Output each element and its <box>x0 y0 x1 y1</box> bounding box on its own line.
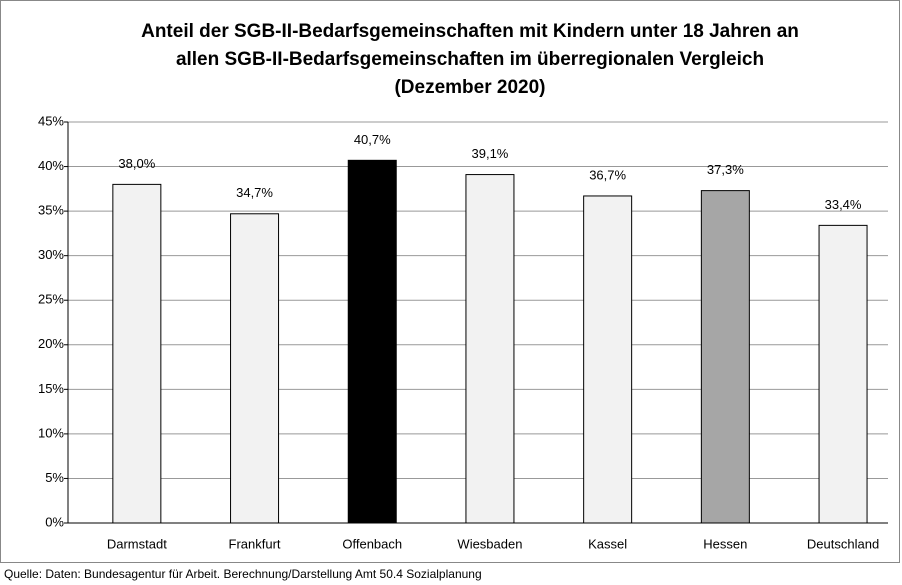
data-label: 36,7% <box>589 167 626 182</box>
chart-title: Anteil der SGB-II-Bedarfsgemeinschaften … <box>141 21 799 42</box>
bar <box>112 183 162 524</box>
data-label: 38,0% <box>118 156 155 171</box>
bar <box>347 159 397 524</box>
chart-title: (Dezember 2020) <box>394 77 545 98</box>
bar <box>700 190 750 524</box>
x-tick-label: Offenbach <box>342 536 402 551</box>
bar <box>230 213 280 524</box>
data-label: 40,7% <box>354 132 391 147</box>
chart-border <box>0 0 900 563</box>
y-tick-label: 40% <box>38 158 64 173</box>
x-tick-label: Deutschland <box>807 536 879 551</box>
y-tick-label: 30% <box>38 247 64 262</box>
data-label: 34,7% <box>236 185 273 200</box>
data-label: 39,1% <box>472 146 509 161</box>
chart-title: allen SGB-II-Bedarfsgemeinschaften im üb… <box>176 49 764 70</box>
x-tick-label: Wiesbaden <box>457 536 522 551</box>
y-tick-label: 25% <box>38 292 64 307</box>
y-tick-label: 10% <box>38 425 64 440</box>
y-tick-label: 35% <box>38 203 64 218</box>
y-tick-label: 20% <box>38 336 64 351</box>
y-tick-label: 15% <box>38 381 64 396</box>
y-tick-label: 5% <box>45 470 64 485</box>
x-tick-label: Hessen <box>703 536 747 551</box>
source-note: Quelle: Daten: Bundesagentur für Arbeit.… <box>4 567 482 581</box>
data-label: 33,4% <box>825 197 862 212</box>
x-tick-label: Frankfurt <box>229 536 281 551</box>
bar <box>465 174 515 524</box>
y-tick-label: 0% <box>45 514 64 529</box>
data-label: 37,3% <box>707 162 744 177</box>
bar <box>818 224 868 524</box>
y-tick-label: 45% <box>38 113 64 128</box>
x-tick-label: Darmstadt <box>107 536 167 551</box>
bar <box>583 195 633 524</box>
x-tick-label: Kassel <box>588 536 627 551</box>
